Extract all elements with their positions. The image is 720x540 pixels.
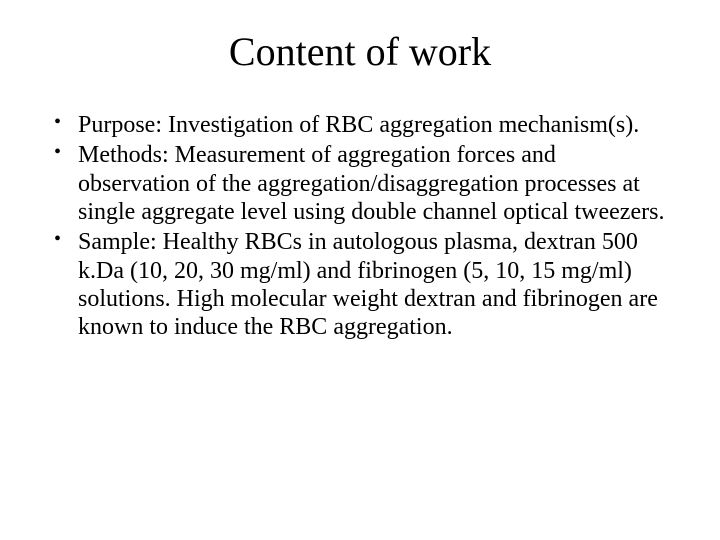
list-item: Sample: Healthy RBCs in autologous plasm… [50, 228, 670, 341]
slide-title: Content of work [50, 28, 670, 75]
bullet-list: Purpose: Investigation of RBC aggregatio… [50, 111, 670, 342]
slide: Content of work Purpose: Investigation o… [0, 0, 720, 540]
list-item: Purpose: Investigation of RBC aggregatio… [50, 111, 670, 139]
list-item: Methods: Measurement of aggregation forc… [50, 141, 670, 226]
